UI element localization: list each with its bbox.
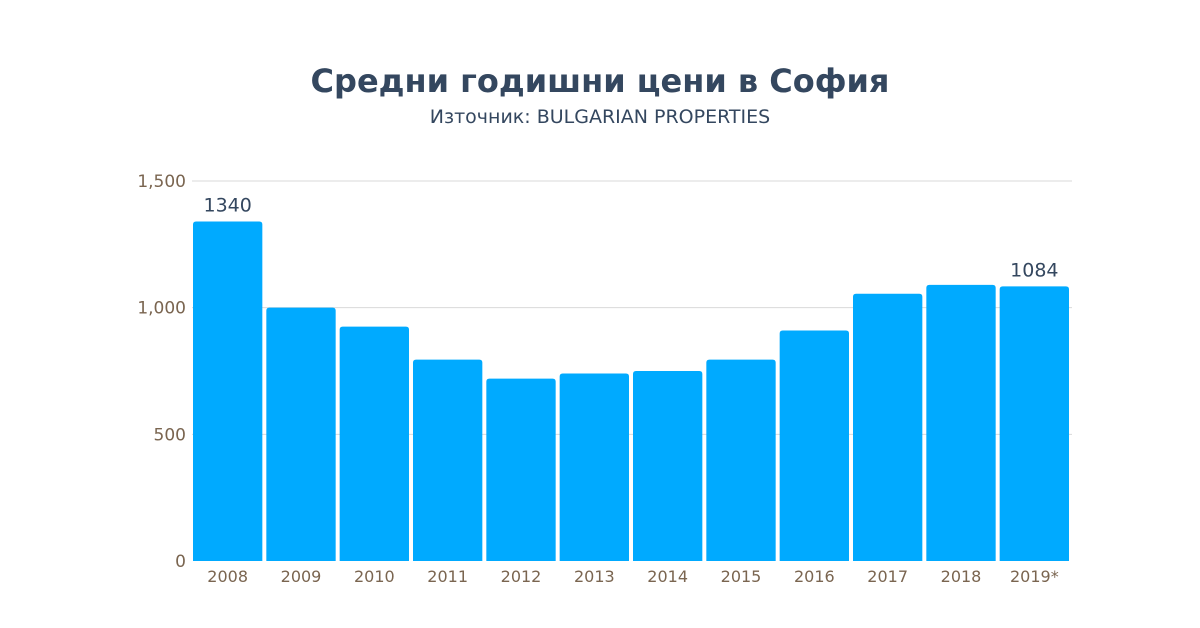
x-tick-label: 2017 — [867, 567, 908, 586]
bar-2015 — [706, 359, 776, 561]
chart-subtitle: Източник: BULGARIAN PROPERTIES — [429, 106, 771, 128]
bar-2017 — [853, 293, 923, 561]
x-tick-label: 2018 — [941, 567, 982, 586]
x-tick-label: 2008 — [207, 567, 248, 586]
x-tick-label: 2011 — [427, 567, 468, 586]
y-tick-label: 1,500 — [137, 172, 186, 192]
bar-2014 — [633, 371, 703, 561]
x-tick-label: 2009 — [281, 567, 322, 586]
x-tick-label: 2016 — [794, 567, 835, 586]
bar-2009 — [266, 307, 336, 561]
bar-2013 — [559, 373, 629, 561]
bar-2012 — [486, 378, 556, 561]
bar-2011 — [413, 359, 483, 561]
x-tick-label: 2012 — [501, 567, 542, 586]
bar-2018 — [926, 284, 996, 561]
data-label: 1340 — [203, 195, 251, 217]
bar-2019* — [999, 286, 1069, 561]
y-tick-label: 0 — [175, 552, 186, 572]
chart-title: Средни годишни цени в София — [310, 62, 890, 100]
bar-2008 — [193, 221, 263, 562]
data-label: 1084 — [1010, 259, 1058, 281]
x-tick-label: 2015 — [721, 567, 762, 586]
x-tick-label: 2014 — [647, 567, 688, 586]
x-tick-label: 2010 — [354, 567, 395, 586]
bar-2010 — [339, 326, 409, 561]
x-tick-label: 2013 — [574, 567, 615, 586]
x-tick-label: 2019* — [1010, 567, 1059, 586]
y-tick-label: 1,000 — [137, 299, 186, 319]
bar-2016 — [779, 330, 849, 561]
y-tick-label: 500 — [154, 425, 186, 445]
